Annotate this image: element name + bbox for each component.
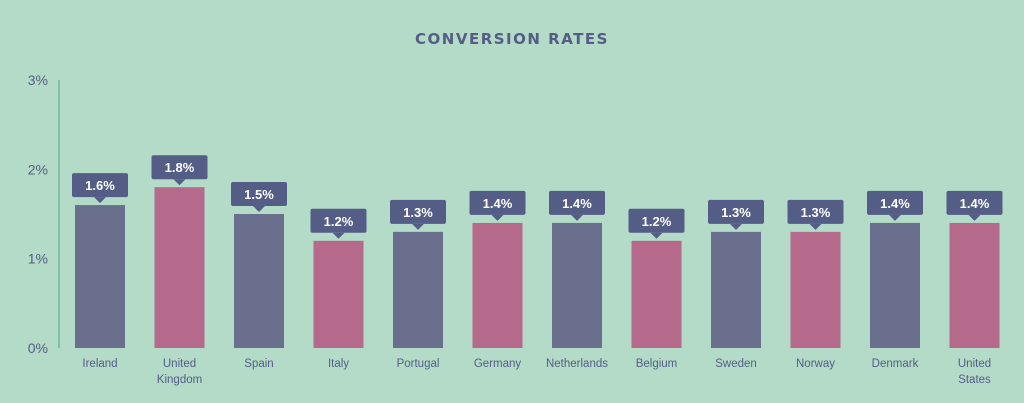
bar <box>234 214 284 348</box>
bar <box>313 240 364 348</box>
data-label-pointer <box>809 223 822 230</box>
data-label-pointer <box>332 232 345 239</box>
data-label: 1.4% <box>562 196 592 211</box>
data-label: 1.3% <box>721 205 751 220</box>
bar <box>711 231 761 348</box>
data-label-box <box>628 208 685 233</box>
data-label-pointer <box>730 223 742 230</box>
data-label-pointer <box>491 214 504 221</box>
bar <box>631 240 682 348</box>
data-label: 1.4% <box>960 196 990 211</box>
y-tick-label: 1% <box>28 251 48 267</box>
bar <box>393 231 443 348</box>
data-label-pointer <box>968 214 981 221</box>
x-tick-label: Norway <box>796 358 835 370</box>
y-tick-label: 0% <box>28 340 48 356</box>
data-label-box <box>787 199 844 224</box>
x-tick-label: United Kingdom <box>157 358 202 386</box>
data-label-box <box>310 208 367 233</box>
data-label-pointer <box>650 232 663 239</box>
bar <box>870 222 920 348</box>
data-label-box <box>231 182 287 206</box>
x-tick-label: Belgium <box>636 358 678 370</box>
data-label-pointer <box>253 206 265 212</box>
data-label-box <box>708 199 764 224</box>
data-label: 1.2% <box>324 214 354 229</box>
bar <box>552 222 602 348</box>
bar <box>472 222 523 348</box>
data-label-box <box>390 199 446 224</box>
x-tick-label: Portugal <box>397 358 440 370</box>
data-label-pointer <box>94 197 106 204</box>
bar <box>949 222 1000 348</box>
data-label-pointer <box>889 214 901 221</box>
data-label-box <box>72 173 128 198</box>
data-label: 1.6% <box>85 178 115 193</box>
data-label: 1.4% <box>880 196 910 211</box>
data-label-pointer <box>412 223 424 230</box>
x-tick-label: Netherlands <box>546 358 608 370</box>
bar <box>790 231 841 348</box>
x-tick-label: Italy <box>328 358 349 370</box>
data-label: 1.2% <box>642 214 672 229</box>
bar <box>75 205 125 348</box>
data-label-box <box>151 155 208 180</box>
data-label-pointer <box>173 179 186 186</box>
y-tick-label: 3% <box>28 72 48 88</box>
data-label: 1.3% <box>801 205 831 220</box>
x-tick-label: Denmark <box>872 358 919 370</box>
x-tick-label: Germany <box>474 358 522 370</box>
y-tick-label: 2% <box>28 161 48 177</box>
data-label-box <box>867 190 923 215</box>
bar <box>154 187 205 348</box>
data-label-pointer <box>571 214 583 221</box>
data-label: 1.5% <box>244 187 274 202</box>
x-tick-label: Sweden <box>715 358 757 370</box>
data-label: 1.3% <box>403 205 433 220</box>
data-label: 1.8% <box>165 160 195 175</box>
chart-title: CONVERSION RATES <box>415 30 609 48</box>
data-label-box <box>469 190 526 215</box>
x-tick-label: Spain <box>244 358 273 370</box>
x-tick-label: United States <box>958 358 991 386</box>
data-label-box <box>549 190 605 215</box>
data-label-box <box>946 190 1003 215</box>
x-tick-label: Ireland <box>82 358 117 370</box>
data-label: 1.4% <box>483 196 513 211</box>
